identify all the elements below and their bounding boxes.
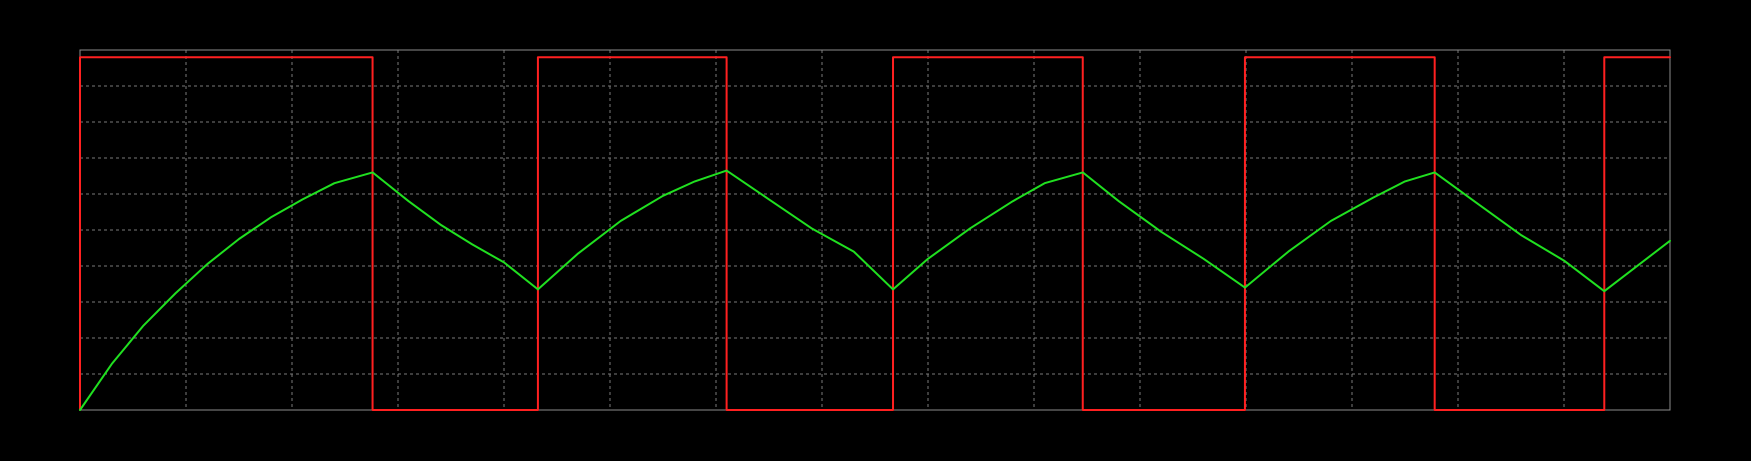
traces: [79, 56, 1671, 411]
triangle-wave-trace: [79, 169, 1671, 411]
square-wave-trace: [79, 56, 1671, 411]
